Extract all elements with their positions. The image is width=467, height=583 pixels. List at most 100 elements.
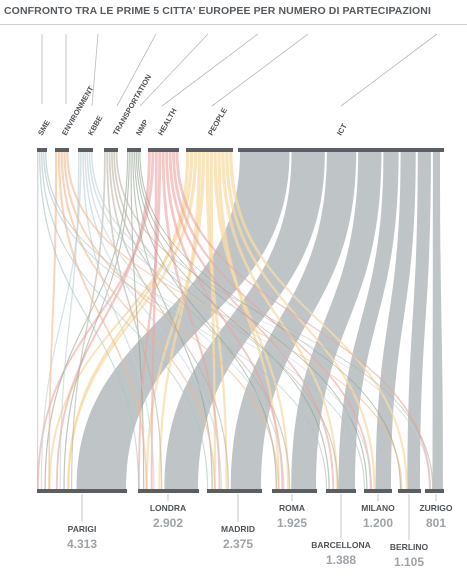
flow-transportation-parigi [71,152,106,489]
city-value-londra: 2.902 [153,516,183,530]
leader-line-transportation [116,33,157,107]
flow-ict-londra [164,152,325,489]
sector-bar-transportation [104,148,118,152]
city-value-madrid: 2.375 [223,537,253,551]
flow-environment-berlino [66,152,403,489]
sector-bar-people [186,148,233,152]
title-divider [0,24,467,25]
flow-sme-barcellona [43,152,328,489]
flow-kbbe-londra [82,152,155,489]
city-bar-parigi [37,489,127,493]
city-label-barcellona: BARCELLONA [311,540,371,550]
flow-environment-londra [57,152,148,489]
flow-people-parigi [67,152,198,489]
flow-people-parigi [67,152,190,489]
flow-sme-madrid [41,152,209,489]
sector-label-people: PEOPLE [206,106,229,137]
flow-health-roma [165,152,284,489]
city-bar-londra [138,489,199,493]
city-label-berlino: BERLINO [390,542,429,552]
flow-health-parigi [37,152,155,489]
leader-line-ict [340,33,438,107]
flow-people-madrid [209,152,217,489]
flow-kbbe-zurigo [90,152,431,489]
city-label-milano: MILANO [361,503,395,513]
flow-health-londra [150,152,158,489]
flow-nmp-parigi [63,152,130,489]
flow-nmp-milano [137,152,368,489]
sector-bar-health [148,148,179,152]
flow-environment-madrid [60,152,216,489]
city-value-berlino: 1.105 [394,555,424,569]
flow-ict-berlino [407,152,431,489]
flow-kbbe-madrid [84,152,223,489]
city-bar-berlino [398,489,421,493]
flow-health-zurigo [175,152,431,489]
flow-transportation-barcellona [113,152,339,489]
flow-people-barcellona [221,152,339,489]
flow-people-roma [217,152,280,489]
flow-sme-milano [45,152,366,489]
flow-environment-parigi [48,152,58,489]
flow-nmp-madrid [132,152,213,489]
city-value-barcellona: 1.388 [326,553,356,567]
sector-bar-environment [55,148,69,152]
city-value-milano: 1.200 [363,516,393,530]
flow-health-madrid [161,152,221,489]
flow-kbbe-milano [88,152,373,489]
sector-label-health: HEALTH [156,107,179,137]
flow-people-milano [225,152,376,489]
leader-line-kbbe [91,33,99,107]
sector-bar-ict [238,148,444,152]
flow-transportation-madrid [108,152,230,489]
city-label-zurigo: ZURIGO [419,503,452,513]
sector-label-ict: ICT [335,122,349,137]
flow-ict-madrid [230,152,357,489]
sector-label-kbbe: KBBE [86,114,104,137]
flow-nmp-berlino [139,152,402,489]
flow-environment-roma [63,152,280,489]
city-label-londra: LONDRA [150,503,186,513]
sector-bar-nmp [127,148,141,152]
flow-people-berlino [229,152,408,489]
sector-label-sme: SME [36,118,52,137]
flow-transportation-roma [111,152,291,489]
flow-transportation-zurigo [115,152,434,489]
page-title: CONFRONTO TRA LE PRIME 5 CITTA' EUROPEE … [4,5,431,17]
city-bar-madrid [207,489,262,493]
flow-health-londra [138,152,162,489]
city-value-zurigo: 801 [426,516,446,530]
flow-ict-milano [375,152,416,489]
flow-people-londra [158,152,202,489]
city-bar-barcellona [326,489,356,493]
city-bar-milano [364,489,392,493]
city-bar-roma [272,489,317,493]
flow-people-londra [145,152,205,489]
city-bar-zurigo [425,489,444,493]
flow-people-parigi [48,152,194,489]
flow-kbbe-parigi [40,152,82,489]
sector-bar-sme [37,148,47,152]
sector-bar-kbbe [78,148,93,152]
flow-nmp-barcellona [135,152,330,489]
leader-line-nmp [139,33,209,107]
city-label-roma: ROMA [279,503,305,513]
city-value-roma: 1.925 [277,516,307,530]
flow-kbbe-parigi [59,152,80,489]
city-label-madrid: MADRID [221,524,255,534]
flow-sme-londra [39,152,140,489]
flow-nmp-parigi [44,152,129,489]
leader-line-health [161,33,259,107]
sector-label-nmp: NMP [134,118,150,137]
flow-ict-zurigo [432,152,443,489]
flow-sme-parigi [37,152,39,489]
flow-ict-barcellona [338,152,399,489]
flow-health-barcellona [168,152,335,489]
flow-health-milano [172,152,372,489]
city-label-parigi: PARIGI [68,524,97,534]
leader-line-people [211,33,309,107]
flow-people-madrid [205,152,228,489]
city-value-parigi: 4.313 [67,537,97,551]
flow-transportation-londra [106,152,163,489]
